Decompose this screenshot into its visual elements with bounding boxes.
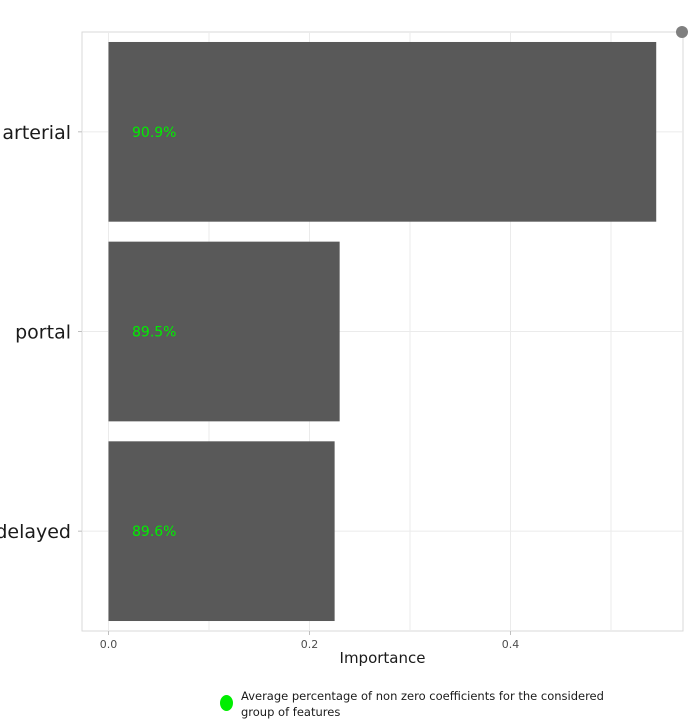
legend-marker-icon (220, 695, 233, 711)
data-label-portal: 89.5% (132, 325, 176, 341)
corner-dot (676, 26, 688, 38)
x-tick-label: 0.4 (502, 638, 520, 651)
importance-bar-chart: 90.9% 89.5% 89.6% arterial portal delayed 0.… (0, 26, 688, 667)
bar-delayed (108, 441, 335, 622)
category-labels: arterial portal delayed (0, 122, 82, 543)
category-label-delayed: delayed (0, 521, 71, 543)
bars-group: 90.9% 89.5% 89.6% (108, 41, 657, 622)
category-label-portal: portal (15, 322, 71, 344)
bar-portal (108, 241, 340, 422)
x-tick-label: 0.0 (100, 638, 118, 651)
legend: Average percentage of non zero coefficie… (220, 688, 640, 720)
data-label-arterial: 90.9% (132, 125, 176, 141)
x-ticks: 0.0 0.2 0.4 (100, 631, 520, 651)
x-tick-label: 0.2 (301, 638, 319, 651)
legend-text: Average percentage of non zero coefficie… (241, 689, 604, 719)
x-axis-title: Importance (340, 649, 426, 667)
data-label-delayed: 89.6% (132, 524, 176, 540)
category-label-arterial: arterial (2, 122, 71, 144)
bar-arterial (108, 41, 657, 222)
